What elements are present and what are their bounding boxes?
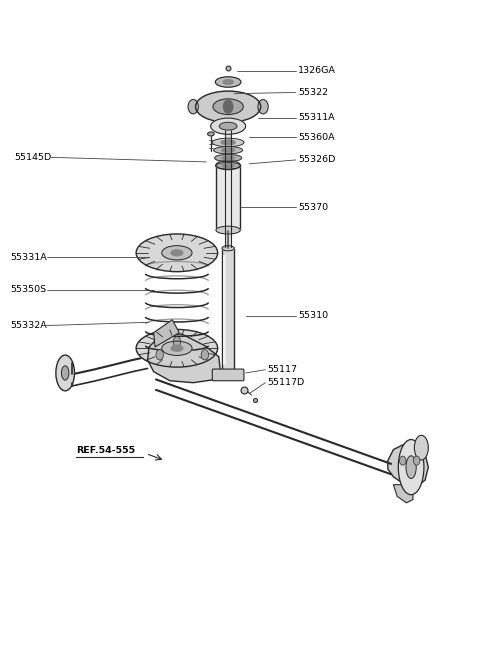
Text: 55310: 55310 <box>298 311 328 320</box>
Text: REF.54-555: REF.54-555 <box>76 447 135 455</box>
Ellipse shape <box>398 440 424 495</box>
Ellipse shape <box>216 160 240 170</box>
Ellipse shape <box>222 148 235 152</box>
Ellipse shape <box>216 162 240 169</box>
Ellipse shape <box>216 226 240 234</box>
Ellipse shape <box>61 365 69 380</box>
Ellipse shape <box>162 341 192 356</box>
Ellipse shape <box>258 100 268 114</box>
Ellipse shape <box>162 246 192 260</box>
Bar <box>225 128 231 247</box>
Ellipse shape <box>195 91 261 122</box>
Polygon shape <box>388 444 428 487</box>
Circle shape <box>173 337 180 347</box>
Text: 55331A: 55331A <box>10 253 47 262</box>
Ellipse shape <box>213 99 243 115</box>
Ellipse shape <box>56 355 74 391</box>
Circle shape <box>399 456 406 465</box>
Bar <box>222 248 234 371</box>
Polygon shape <box>147 334 220 383</box>
Ellipse shape <box>171 345 183 351</box>
Ellipse shape <box>136 329 217 367</box>
Text: 55117: 55117 <box>268 365 298 374</box>
Ellipse shape <box>211 118 246 134</box>
Text: 55350S: 55350S <box>11 286 47 294</box>
Bar <box>216 165 240 230</box>
Ellipse shape <box>136 234 217 272</box>
Ellipse shape <box>406 456 416 479</box>
Text: 55311A: 55311A <box>298 113 335 122</box>
Ellipse shape <box>414 436 428 460</box>
Ellipse shape <box>222 156 234 160</box>
Text: 55326D: 55326D <box>298 155 336 164</box>
Ellipse shape <box>222 164 234 168</box>
Polygon shape <box>154 320 179 347</box>
Ellipse shape <box>219 122 237 130</box>
Ellipse shape <box>212 138 244 147</box>
Text: 1326GA: 1326GA <box>298 66 336 75</box>
Circle shape <box>413 456 420 465</box>
Text: 55370: 55370 <box>298 203 328 212</box>
Circle shape <box>201 350 209 360</box>
Ellipse shape <box>223 80 233 84</box>
Ellipse shape <box>214 147 242 154</box>
Text: 55117D: 55117D <box>268 378 305 387</box>
Circle shape <box>224 100 233 113</box>
Text: 55145D: 55145D <box>14 153 51 162</box>
Polygon shape <box>394 485 413 503</box>
Text: 55360A: 55360A <box>298 133 335 141</box>
Text: 55322: 55322 <box>298 88 328 97</box>
FancyBboxPatch shape <box>212 369 244 381</box>
Ellipse shape <box>216 77 241 87</box>
Ellipse shape <box>208 132 214 136</box>
Circle shape <box>156 350 163 360</box>
Ellipse shape <box>188 100 198 114</box>
Ellipse shape <box>221 140 235 145</box>
Ellipse shape <box>222 246 234 251</box>
Ellipse shape <box>171 250 183 255</box>
Text: 55332A: 55332A <box>10 321 47 330</box>
Ellipse shape <box>215 155 241 162</box>
Bar <box>224 255 226 365</box>
